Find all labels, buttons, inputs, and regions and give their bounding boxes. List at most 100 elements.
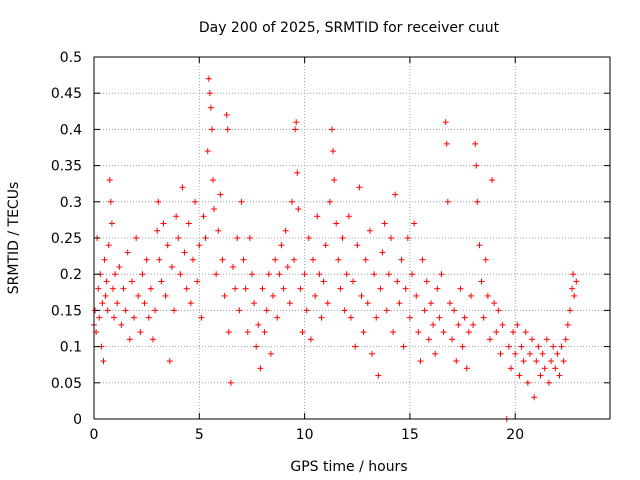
data-point (354, 242, 361, 249)
data-point (438, 271, 445, 278)
data-point (164, 242, 171, 249)
data-point (185, 220, 192, 227)
data-point (539, 350, 546, 357)
data-point (552, 365, 559, 372)
data-point (225, 329, 232, 336)
data-point (173, 213, 180, 220)
data-point (322, 242, 329, 249)
data-point (133, 235, 140, 241)
data-point (284, 263, 291, 270)
data-point (166, 358, 173, 365)
data-point (257, 365, 264, 372)
data-point (440, 329, 447, 336)
data-point (560, 358, 567, 365)
axis-ticks (93, 56, 610, 420)
data-point (145, 314, 152, 321)
x-axis-label: GPS time / hours (290, 459, 407, 475)
data-point (99, 300, 106, 307)
data-point (411, 220, 418, 227)
data-point (457, 285, 464, 292)
data-point (524, 379, 531, 386)
data-point (406, 314, 413, 321)
data-point (102, 292, 109, 299)
data-point (314, 213, 321, 220)
data-point (155, 198, 162, 205)
data-point (240, 256, 247, 263)
data-point (343, 271, 350, 278)
y-tick-label: 0.25 (51, 231, 82, 247)
data-point (535, 343, 542, 350)
data-point (244, 329, 251, 336)
data-point (208, 126, 215, 133)
y-tick-label: 0 (73, 412, 82, 428)
data-point (541, 365, 548, 372)
data-point (295, 206, 302, 213)
data-point (221, 292, 228, 299)
data-point (267, 350, 274, 357)
data-point (128, 278, 135, 285)
data-point (484, 292, 491, 299)
data-point (558, 343, 565, 350)
data-point (211, 206, 218, 213)
data-point (205, 75, 212, 82)
data-point (409, 271, 416, 278)
data-point (371, 271, 378, 278)
data-point (495, 307, 502, 314)
data-point (292, 126, 299, 133)
data-point (154, 227, 161, 234)
data-point (183, 285, 190, 292)
data-point (105, 242, 112, 249)
data-point (143, 256, 150, 263)
data-point (436, 314, 443, 321)
data-point (224, 126, 231, 133)
data-point (301, 271, 308, 278)
data-point (417, 358, 424, 365)
data-point (236, 307, 243, 314)
data-point (259, 285, 266, 292)
data-point (398, 256, 405, 263)
data-point (520, 358, 527, 365)
data-point (204, 148, 211, 155)
x-tick-label: 15 (401, 427, 419, 443)
data-point (108, 220, 115, 227)
data-point (179, 184, 186, 191)
y-tick-labels: 0 0.05 0.1 0.15 0.2 0.25 0.3 0.35 0.4 0.45 0.5 (51, 50, 82, 428)
data-point (415, 329, 422, 336)
data-point (341, 307, 348, 314)
data-point (510, 329, 517, 336)
data-point (116, 263, 123, 270)
data-point (562, 336, 569, 343)
data-point (400, 343, 407, 350)
data-point (171, 307, 178, 314)
data-point (352, 343, 359, 350)
data-point (135, 292, 142, 299)
data-point (320, 278, 327, 285)
data-point (149, 336, 156, 343)
data-point (514, 321, 521, 328)
x-tick-label: 0 (90, 427, 99, 443)
data-point (120, 285, 127, 292)
data-point (537, 372, 544, 379)
x-tick-label: 5 (195, 427, 204, 443)
data-point (202, 235, 209, 241)
x-tick-label: 20 (506, 427, 524, 443)
data-point (326, 198, 333, 205)
data-point (335, 256, 342, 263)
data-point (147, 285, 154, 292)
data-point (467, 292, 474, 299)
data-point (385, 271, 392, 278)
data-point (337, 285, 344, 292)
data-point (217, 191, 224, 198)
y-tick-label: 0.45 (51, 86, 82, 102)
data-point (434, 285, 441, 292)
data-point (324, 300, 331, 307)
data-point (246, 235, 253, 241)
data-point (118, 321, 125, 328)
data-point (446, 300, 453, 307)
data-point (278, 242, 285, 249)
data-point (375, 372, 382, 379)
data-point (522, 329, 529, 336)
data-point (126, 336, 133, 343)
data-point (232, 285, 239, 292)
